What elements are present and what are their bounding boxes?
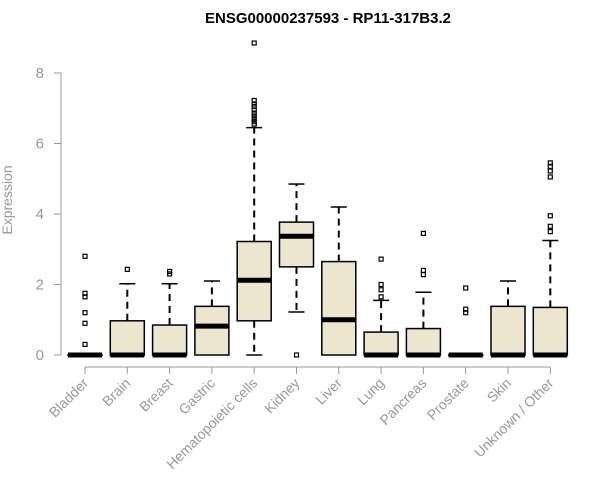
x-tick-label: Brain (99, 375, 133, 409)
box-liver (321, 206, 357, 356)
x-tick-label: Lung (354, 375, 387, 408)
y-axis: 0 2 4 6 8 (36, 65, 62, 364)
outlier-point (420, 230, 426, 236)
x-tick-label: Bladder (46, 375, 92, 421)
outlier-point (82, 290, 88, 296)
outlier-point (463, 285, 469, 291)
chart-title: ENSG00000237593 - RP11-317B3.2 (205, 10, 451, 27)
box-brain (109, 266, 146, 358)
box-breast (151, 268, 188, 358)
outlier-point (251, 110, 257, 116)
box-body (194, 305, 230, 356)
box-prostate (447, 285, 484, 358)
x-tick-label: Pancreas (376, 375, 429, 428)
outlier-point (547, 160, 553, 166)
outlier-point (251, 119, 257, 125)
outlier-point (82, 341, 88, 348)
x-tick-label: Liver (312, 375, 345, 408)
x-tick-label: Prostate (424, 375, 472, 423)
outlier-point (82, 320, 88, 326)
box-body (278, 221, 315, 268)
box-body (109, 320, 146, 356)
outlier-point (251, 97, 257, 104)
box-body (532, 306, 569, 356)
outlier-point (251, 116, 257, 122)
box-body (363, 331, 399, 356)
box-body (321, 260, 357, 356)
x-tick-label: Skin (484, 375, 515, 406)
x-tick-label: Unknown / Other (471, 375, 557, 461)
outlier-point (420, 267, 426, 273)
y-tick-label: 8 (36, 65, 44, 82)
outlier-point (547, 223, 553, 229)
outlier-point (167, 268, 173, 275)
outlier-point (547, 174, 553, 180)
outlier-point (378, 281, 384, 288)
box-hematopoietic-cells (236, 40, 272, 356)
boxes (67, 40, 569, 358)
x-tick-label: Breast (136, 375, 176, 415)
x-tick-label: Kidney (261, 375, 303, 417)
outlier-point (463, 306, 469, 312)
y-axis-label: Expression (0, 165, 15, 234)
outlier-point (293, 352, 300, 358)
outlier-point (82, 310, 88, 316)
box-unknown-other (532, 160, 569, 358)
outlier-point (124, 266, 130, 272)
outlier-point (420, 272, 426, 278)
outlier-point (547, 168, 553, 174)
box-skin (490, 280, 526, 358)
outlier-point (378, 287, 384, 293)
outlier-point (82, 253, 88, 259)
y-tick-label: 4 (36, 206, 44, 223)
box-pancreas (405, 230, 442, 358)
box-lung (363, 256, 399, 358)
outlier-point (251, 40, 257, 46)
box-body (151, 324, 188, 356)
outlier-point (378, 256, 384, 262)
box-bladder (67, 253, 103, 358)
outlier-point (547, 229, 553, 235)
y-tick-label: 0 (36, 347, 44, 364)
outlier-point (378, 294, 384, 300)
box-body (490, 305, 526, 356)
box-kidney (278, 183, 315, 358)
box-body (405, 327, 442, 356)
outlier-point (547, 213, 553, 219)
outlier-point (251, 113, 257, 119)
y-tick-label: 6 (36, 136, 44, 153)
box-gastric (194, 280, 230, 356)
y-tick-label: 2 (36, 277, 44, 294)
